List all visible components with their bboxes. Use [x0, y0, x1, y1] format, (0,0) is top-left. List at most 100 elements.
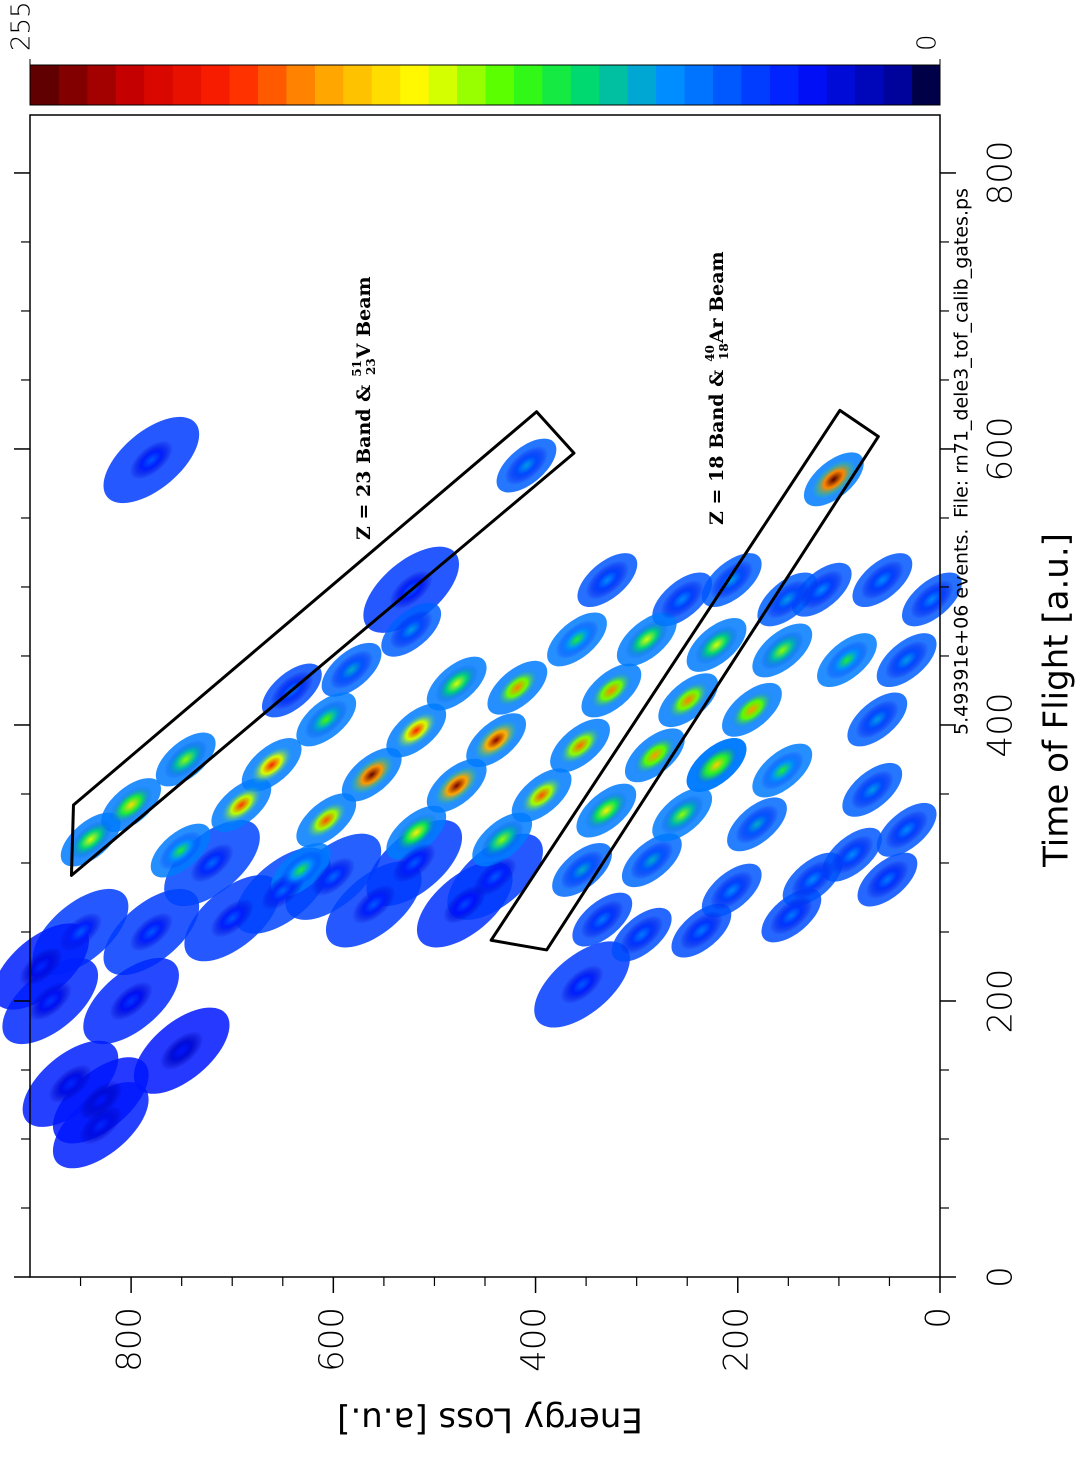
- y-tick-label: 800: [110, 1307, 150, 1372]
- colorbar-step: [712, 65, 742, 105]
- colorbar-step: [598, 65, 628, 105]
- density-blob: [504, 446, 549, 485]
- density-blob: [560, 850, 604, 890]
- rotated-plot: Time of Flight [a.u.] Energy Loss [a.u.]…: [0, 1, 1077, 1440]
- colorbar-step: [428, 65, 458, 105]
- colorbar-step: [86, 65, 116, 105]
- density-blob: [495, 668, 539, 708]
- colorbar-step: [399, 65, 429, 105]
- colorbar-step: [200, 65, 230, 105]
- density-blob: [865, 860, 910, 900]
- density-blob: [620, 915, 664, 955]
- colorbar-step: [342, 65, 372, 105]
- density-blob: [791, 860, 835, 900]
- density-blob: [735, 804, 779, 844]
- y-tick-label: 0: [919, 1307, 959, 1329]
- density-blob: [812, 459, 856, 499]
- y-tick-label: 600: [312, 1307, 352, 1372]
- density-blob: [694, 745, 739, 785]
- density-blob: [769, 895, 813, 935]
- colorbar-step: [513, 65, 543, 105]
- colorbar-step: [172, 65, 202, 105]
- density-blob: [58, 912, 103, 952]
- density-blob: [435, 766, 479, 806]
- density-blob: [210, 898, 254, 938]
- density-blob: [250, 745, 294, 785]
- density-blob: [304, 700, 348, 739]
- density-blob: [109, 785, 153, 825]
- density-blob: [760, 631, 804, 670]
- density-blob: [885, 640, 929, 680]
- y-tick-label: 200: [716, 1307, 756, 1372]
- overlay-layer: [69, 408, 880, 952]
- annotation-charge: 18: [717, 343, 731, 360]
- density-blob: [473, 857, 517, 897]
- annotation-text: Ar Beam: [706, 251, 728, 344]
- colorbar-step: [570, 65, 600, 105]
- annotation-mass: 40: [703, 345, 717, 362]
- density-blob: [350, 755, 394, 795]
- density-blob: [435, 664, 479, 704]
- x-tick-label: 400: [981, 693, 1021, 758]
- colorbar-step: [371, 65, 401, 105]
- density-blob: [329, 650, 374, 690]
- colorbar: 0 255: [7, 1, 943, 106]
- gate: [69, 410, 576, 877]
- colorbar-step: [143, 65, 173, 105]
- annotation: Z = 23 Band & 5123V Beam: [350, 276, 378, 540]
- density-blob: [855, 700, 899, 739]
- colorbar-step: [627, 65, 657, 105]
- colorbar-step: [655, 65, 685, 105]
- density-blob: [860, 560, 904, 600]
- annotation-text: Z = 18 Band &: [706, 370, 728, 525]
- density-blob: [394, 711, 438, 750]
- colorbar-step: [740, 65, 770, 105]
- y-tick-label: 400: [514, 1307, 554, 1372]
- density-blob: [710, 871, 754, 911]
- density-blob: [560, 964, 604, 1004]
- x-tick-label: 600: [981, 417, 1021, 482]
- density-blob: [580, 900, 624, 940]
- density-blob: [825, 640, 869, 680]
- density-blob: [69, 820, 113, 859]
- density-blob: [79, 1080, 123, 1120]
- colorbar-step: [30, 65, 59, 105]
- density-blob: [730, 690, 774, 730]
- x-tick-label: 800: [981, 141, 1021, 206]
- density-blob: [558, 726, 602, 766]
- density-blob: [164, 740, 208, 779]
- density-blob: [660, 795, 704, 835]
- x-tick-label: 0: [981, 1266, 1021, 1288]
- density-blob: [885, 810, 929, 850]
- plot-area: [30, 115, 940, 1277]
- density-blob: [394, 813, 438, 853]
- colorbar-step: [314, 65, 344, 105]
- density-blob: [159, 831, 203, 871]
- density-blob: [625, 619, 669, 659]
- density-blob: [585, 560, 629, 600]
- colorbar-step: [797, 65, 827, 105]
- density-blob: [279, 850, 323, 890]
- file-name: File: rn71_dele3_tof_calib_gates.ps: [951, 188, 973, 518]
- density-blob: [633, 735, 677, 775]
- density-blob: [660, 579, 704, 619]
- colorbar-step: [115, 65, 145, 105]
- events-count: 5.49391e+06 events.: [951, 529, 973, 735]
- colorbar-label: 255: [7, 1, 37, 51]
- density-blob: [584, 791, 628, 830]
- gate: [489, 408, 880, 952]
- colorbar-step: [769, 65, 799, 105]
- density-blob: [392, 843, 436, 883]
- density-blob: [850, 770, 894, 810]
- annotation-charge: 23: [364, 358, 378, 375]
- colorbar-step: [58, 65, 88, 105]
- colorbar-step: [456, 65, 486, 105]
- density-blob: [765, 579, 809, 619]
- density-blob: [129, 440, 173, 480]
- annotation-text: V Beam: [353, 276, 375, 359]
- density-blob: [79, 1105, 123, 1145]
- colorbar-step: [684, 65, 713, 105]
- annotation-text: Z = 23 Band &: [353, 385, 375, 540]
- density-blob: [800, 570, 844, 610]
